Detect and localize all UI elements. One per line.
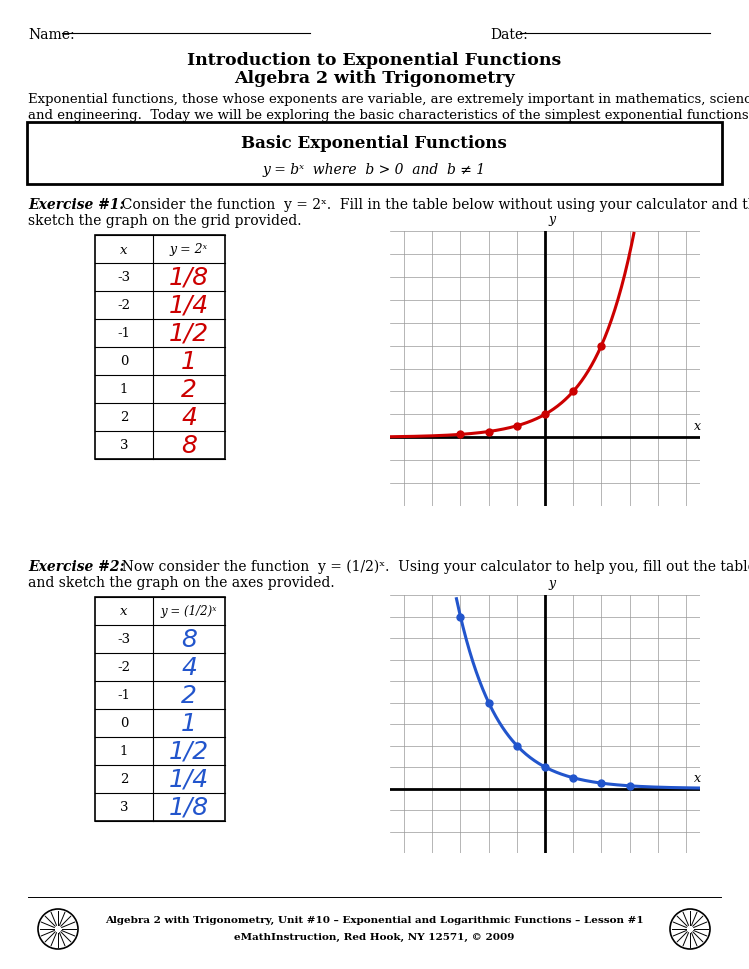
Text: eMathInstruction, Red Hook, NY 12571, © 2009: eMathInstruction, Red Hook, NY 12571, © … xyxy=(234,932,514,941)
Text: y = (1/2)ˣ: y = (1/2)ˣ xyxy=(161,605,217,618)
Text: 3: 3 xyxy=(120,800,128,814)
Text: 1/2: 1/2 xyxy=(169,322,209,346)
Text: x: x xyxy=(121,605,128,618)
Text: 0: 0 xyxy=(120,355,128,368)
Text: -2: -2 xyxy=(118,299,130,312)
Text: Algebra 2 with Trigonometry, Unit #10 – Exponential and Logarithmic Functions – : Algebra 2 with Trigonometry, Unit #10 – … xyxy=(105,915,643,924)
Text: x: x xyxy=(694,420,701,433)
Text: and sketch the graph on the axes provided.: and sketch the graph on the axes provide… xyxy=(28,576,335,589)
Text: 4: 4 xyxy=(181,406,197,429)
Text: sketch the graph on the grid provided.: sketch the graph on the grid provided. xyxy=(28,214,302,228)
Text: 2: 2 xyxy=(181,378,197,401)
Text: y = bˣ  where  b > 0  and  b ≠ 1: y = bˣ where b > 0 and b ≠ 1 xyxy=(262,163,485,176)
Text: and engineering.  Today we will be exploring the basic characteristics of the si: and engineering. Today we will be explor… xyxy=(28,109,749,122)
Text: Basic Exponential Functions: Basic Exponential Functions xyxy=(241,135,507,152)
Text: 8: 8 xyxy=(181,627,197,651)
Text: -1: -1 xyxy=(118,328,130,340)
Text: 2: 2 xyxy=(120,772,128,786)
Text: Date:: Date: xyxy=(490,28,528,42)
Text: 3: 3 xyxy=(120,439,128,452)
Text: 1/4: 1/4 xyxy=(169,767,209,791)
Text: 1: 1 xyxy=(120,383,128,396)
Text: -1: -1 xyxy=(118,689,130,702)
Text: 2: 2 xyxy=(120,411,128,424)
Text: -2: -2 xyxy=(118,661,130,673)
Text: 4: 4 xyxy=(181,655,197,679)
Bar xyxy=(27,123,722,185)
Text: 8: 8 xyxy=(181,433,197,457)
Text: x: x xyxy=(694,771,701,784)
Text: -3: -3 xyxy=(118,271,130,284)
Text: 1: 1 xyxy=(120,745,128,758)
Bar xyxy=(95,235,225,459)
Text: Exercise #2:: Exercise #2: xyxy=(28,559,124,574)
Text: 1: 1 xyxy=(181,350,197,374)
Text: Now consider the function  y = (1/2)ˣ.  Using your calculator to help you, fill : Now consider the function y = (1/2)ˣ. Us… xyxy=(113,559,749,574)
Text: y = 2ˣ: y = 2ˣ xyxy=(170,243,208,256)
Text: x: x xyxy=(121,243,128,256)
Text: 1/8: 1/8 xyxy=(169,266,209,290)
Text: 0: 0 xyxy=(120,717,128,730)
Text: 1: 1 xyxy=(181,711,197,735)
Text: Exponential functions, those whose exponents are variable, are extremely importa: Exponential functions, those whose expon… xyxy=(28,93,749,106)
Text: 1/4: 1/4 xyxy=(169,294,209,318)
Bar xyxy=(95,597,225,821)
Text: Introduction to Exponential Functions: Introduction to Exponential Functions xyxy=(187,52,561,69)
Text: 2: 2 xyxy=(181,683,197,707)
Text: -3: -3 xyxy=(118,633,130,645)
Text: Consider the function  y = 2ˣ.  Fill in the table below without using your calcu: Consider the function y = 2ˣ. Fill in th… xyxy=(113,198,749,212)
Text: 1/2: 1/2 xyxy=(169,739,209,764)
Text: Name:: Name: xyxy=(28,28,75,42)
Text: 1/8: 1/8 xyxy=(169,796,209,819)
Text: y: y xyxy=(548,212,556,226)
Text: Algebra 2 with Trigonometry: Algebra 2 with Trigonometry xyxy=(234,70,515,87)
Text: Exercise #1:: Exercise #1: xyxy=(28,198,124,212)
Text: y: y xyxy=(548,577,556,590)
